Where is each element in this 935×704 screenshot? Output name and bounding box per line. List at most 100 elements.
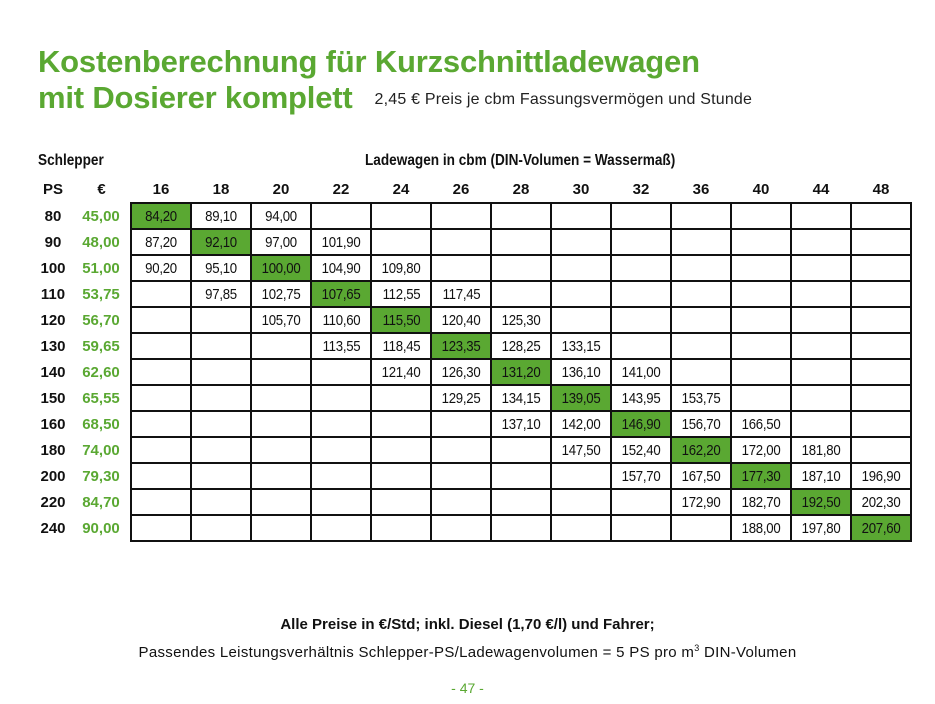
highlighted-price-cell: 123,35: [430, 332, 492, 360]
price-value: 117,45: [442, 285, 480, 303]
footer-ratio-text-end: DIN-Volumen: [699, 644, 797, 661]
price-value: 94,00: [265, 207, 297, 225]
ps-value: 110: [40, 285, 66, 303]
price-cell: [190, 410, 252, 438]
price-cell: [250, 462, 312, 490]
price-value: 112,55: [382, 285, 420, 303]
price-value: 152,40: [621, 441, 661, 459]
price-cell: [430, 254, 492, 282]
price-value: 147,50: [561, 441, 601, 459]
price-value: 167,50: [681, 467, 721, 485]
tractor-cost-value: 84,70: [82, 493, 120, 511]
price-cell: [190, 462, 252, 490]
price-cell: 172,90: [670, 488, 732, 516]
price-value: 126,30: [441, 363, 481, 381]
price-value: 172,90: [681, 493, 721, 511]
table-row: 100 51,00 90,20 95,10 100,00 104,90 109,80: [34, 254, 912, 282]
price-cell: [130, 410, 192, 438]
price-cell: 90,20: [130, 254, 192, 282]
price-cell: [610, 332, 672, 360]
price-value: 118,45: [382, 337, 420, 355]
footer-ratio-note: Passendes Leistungsverhältnis Schlepper-…: [0, 643, 935, 661]
price-value: 166,50: [741, 415, 781, 433]
price-cell: [490, 514, 552, 542]
price-cell: [730, 228, 792, 256]
highlighted-price-cell: 131,20: [490, 358, 552, 386]
price-cell: [850, 436, 912, 464]
price-cell: 105,70: [250, 306, 312, 334]
price-value: 202,30: [861, 493, 901, 511]
price-cell: 147,50: [550, 436, 612, 464]
table-row: 80 45,00 84,20 89,10 94,00: [34, 202, 912, 230]
price-cell: [490, 254, 552, 282]
price-value: 109,80: [381, 259, 421, 277]
highlighted-price-cell: 115,50: [370, 306, 432, 334]
price-cell: 104,90: [310, 254, 372, 282]
price-value: 136,10: [561, 363, 601, 381]
tractor-cost-value: 48,00: [82, 233, 120, 251]
capacity-header: 36: [692, 180, 710, 198]
price-cell: [730, 254, 792, 282]
capacity-header: 20: [272, 180, 290, 198]
price-cell: [850, 202, 912, 230]
price-cell: [670, 254, 732, 282]
table-row: 180 74,00 147,50 152,40 162,20 172,00 181,80: [34, 436, 912, 464]
ladewagen-label: Ladewagen in cbm (DIN-Volumen = Wasserma…: [365, 152, 676, 169]
price-cell: 188,00: [730, 514, 792, 542]
price-cell: [730, 306, 792, 334]
price-cell: 181,80: [790, 436, 852, 464]
price-cell: [610, 280, 672, 308]
price-cell: 113,55: [310, 332, 372, 360]
tractor-cost-value: 74,00: [82, 441, 120, 459]
price-value: 121,40: [381, 363, 421, 381]
price-cell: [190, 488, 252, 516]
ps-value: 200: [40, 467, 66, 485]
price-cell: 97,00: [250, 228, 312, 256]
tractor-cost-value: 62,60: [82, 363, 120, 381]
price-cell: [550, 514, 612, 542]
price-cell: 117,45: [430, 280, 492, 308]
price-cell: 109,80: [370, 254, 432, 282]
price-cell: [850, 280, 912, 308]
price-value: 156,70: [681, 415, 721, 433]
price-cell: 142,00: [550, 410, 612, 438]
ps-value: 130: [40, 337, 66, 355]
price-cell: [670, 358, 732, 386]
price-cell: [730, 384, 792, 412]
price-cell: 129,25: [430, 384, 492, 412]
price-value: 153,75: [681, 389, 721, 407]
price-cell: 153,75: [670, 384, 732, 412]
highlighted-price-cell: 100,00: [250, 254, 312, 282]
page-number: - 47 -: [451, 680, 484, 696]
tractor-cost-value: 90,00: [82, 519, 120, 537]
price-cell: [430, 228, 492, 256]
price-cell: 196,90: [850, 462, 912, 490]
price-value: 146,90: [621, 415, 661, 433]
price-cell: [430, 514, 492, 542]
price-cell: [610, 228, 672, 256]
title-line-2: mit Dosierer komplett 2,45 € Preis je cbm…: [38, 80, 752, 118]
table-row: 120 56,70 105,70 110,60 115,50 120,40 125,30: [34, 306, 912, 334]
price-cell: [310, 384, 372, 412]
price-cell: [550, 306, 612, 334]
price-cell: 97,85: [190, 280, 252, 308]
price-cell: 126,30: [430, 358, 492, 386]
price-value: 133,15: [561, 337, 601, 355]
price-value: 187,10: [801, 467, 841, 485]
price-value: 92,10: [205, 233, 237, 251]
price-cell: [370, 384, 432, 412]
capacity-header: 32: [632, 180, 650, 198]
price-cell: 125,30: [490, 306, 552, 334]
price-value: 139,05: [561, 389, 601, 407]
price-cell: [610, 306, 672, 334]
price-value: 115,50: [382, 311, 420, 329]
price-cell: [310, 202, 372, 230]
capacity-header: 48: [872, 180, 890, 198]
cost-table-wrapper: PS € 16 18 20 22 24 26 28 30 32 36 40 44 48 80 45,00 8…: [34, 176, 912, 542]
price-cell: [670, 202, 732, 230]
ps-value: 100: [40, 259, 66, 277]
ps-column-header: PS: [42, 181, 63, 198]
price-cell: [250, 514, 312, 542]
tractor-cost-value: 56,70: [82, 311, 120, 329]
price-cell: [370, 228, 432, 256]
